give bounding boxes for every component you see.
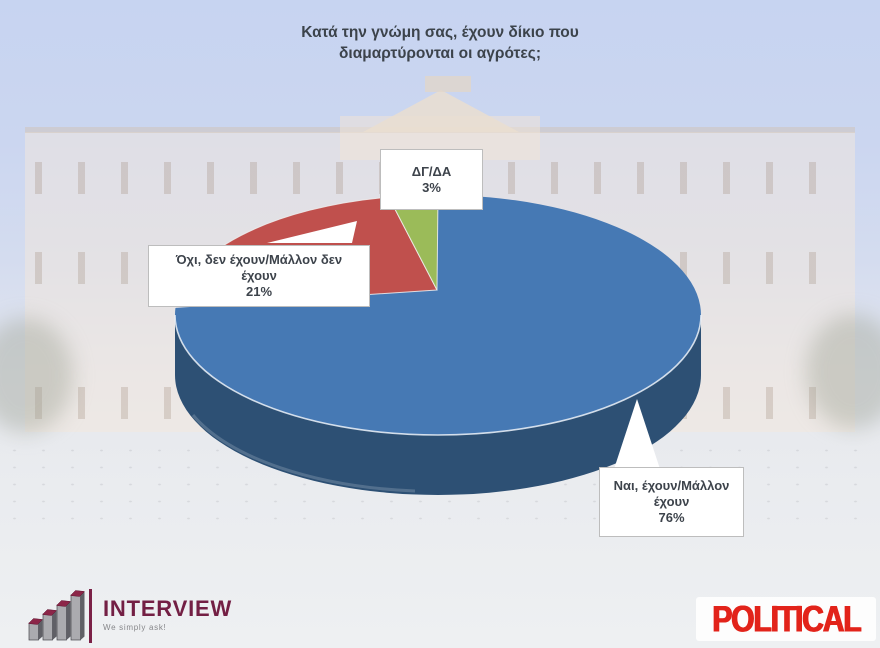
interview-logo-tagline: We simply ask! (103, 623, 167, 632)
label-yes-value: 76% (658, 510, 685, 526)
label-yes-text-line1: Ναι, έχουν/Μάλλον (613, 478, 730, 494)
pie-side-highlight (191, 414, 416, 493)
background-tree-left (0, 318, 73, 433)
label-box-dk: ΔΓ/ΔΑ 3% (380, 149, 483, 210)
label-no-text-line1: Όχι, δεν έχουν/Μάλλον δεν (175, 252, 343, 268)
interview-logo-name: INTERVIEW (103, 596, 233, 621)
pie-rim-highlight (174, 314, 702, 436)
political-logo-name: POLITICAL (711, 597, 862, 640)
label-no-value: 21% (245, 284, 273, 300)
label-dk-text: ΔΓ/ΔΑ (411, 163, 452, 179)
pie-slice-yes (174, 195, 701, 435)
callout-pointer-no (267, 221, 357, 243)
label-box-no: Όχι, δεν έχουν/Μάλλον δεν έχουν 21% (148, 245, 370, 307)
political-logo: POLITICAL (696, 597, 876, 641)
chart-title-line1: Κατά την γνώμη σας, έχουν δίκιο που (301, 24, 579, 41)
interview-logo: INTERVIEW We simply ask! (28, 586, 232, 644)
label-yes-text-line2: έχουν (653, 493, 690, 509)
interview-bars-icon (28, 589, 92, 643)
label-dk-value: 3% (422, 180, 441, 195)
callout-pointer-yes (614, 399, 660, 469)
chart-title-line2: διαμαρτύρονται οι αγρότες; (339, 45, 541, 62)
background-tree-right (806, 314, 880, 429)
pie-side-3d (175, 315, 701, 495)
chart-title: Κατά την γνώμη σας, έχουν δίκιο που διαμ… (190, 22, 690, 64)
building-roof-cap (425, 76, 471, 92)
label-box-yes: Ναι, έχουν/Μάλλον έχουν 76% (599, 467, 744, 537)
label-no-text-line2: έχουν (241, 267, 277, 283)
interview-logo-text: INTERVIEW We simply ask! (103, 596, 233, 633)
